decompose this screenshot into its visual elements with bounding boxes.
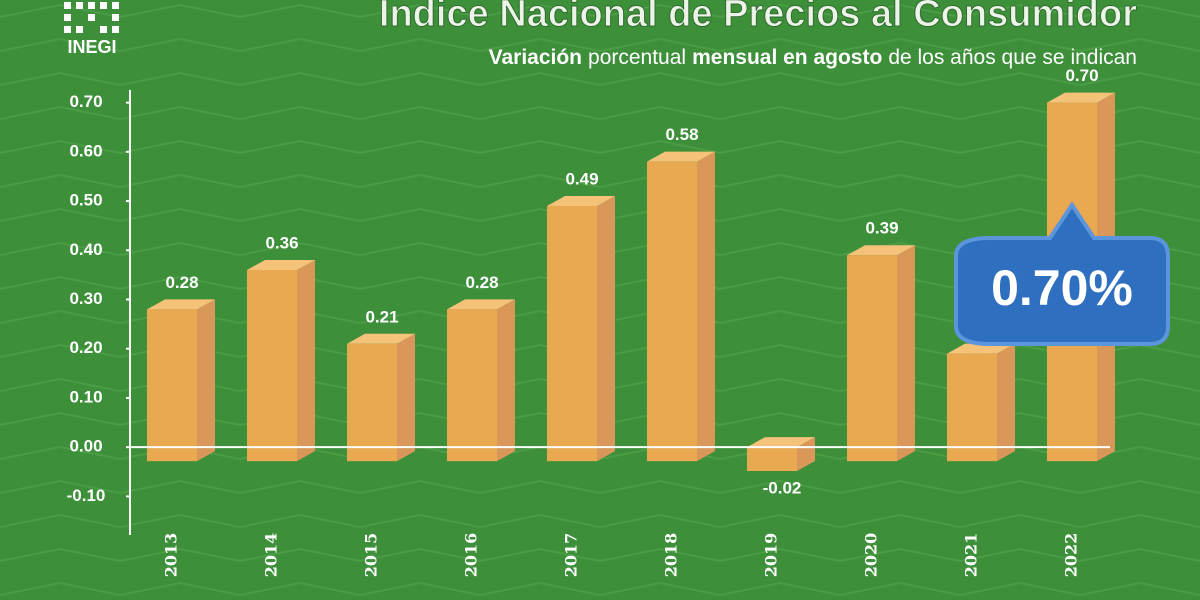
logo-grid [64, 2, 119, 33]
bar-top [1047, 92, 1115, 103]
bar-top [647, 151, 715, 162]
bar [147, 309, 197, 462]
subtitle-part: de los años que se indican [888, 46, 1137, 69]
y-tick-label: 0.40 [69, 240, 102, 259]
value-label: 0.49 [565, 169, 598, 188]
value-label: 0.70 [1065, 66, 1098, 85]
value-label: 0.58 [665, 125, 698, 144]
chart-title: Indice Nacional de Precios al Consumidor [379, 0, 1137, 35]
bar [447, 309, 497, 462]
value-label: 0.28 [465, 273, 498, 292]
bar-side [797, 437, 815, 472]
bar-side [597, 195, 615, 462]
bar-top [447, 299, 515, 310]
bar-top [947, 343, 1015, 354]
bar [547, 205, 597, 462]
x-tick-label: 2019 [762, 533, 781, 578]
x-tick-label: 2020 [862, 533, 881, 578]
bar-top [247, 259, 315, 270]
y-tick-label: 0.30 [69, 289, 102, 308]
x-tick-label: 2018 [662, 533, 681, 578]
y-tick-label: 0.00 [69, 437, 102, 456]
subtitle-part: Variación [489, 46, 582, 69]
y-tick-label: 0.70 [69, 92, 102, 111]
bar-side [697, 151, 715, 462]
bar-side [497, 299, 515, 462]
value-label: 0.28 [165, 273, 198, 292]
bar [747, 447, 797, 472]
x-tick-label: 2017 [562, 533, 581, 578]
bar [647, 161, 697, 462]
bar-top [747, 437, 815, 448]
y-tick-label: 0.60 [69, 141, 102, 160]
callout-text: 0.70% [991, 260, 1133, 316]
value-label: 0.36 [265, 233, 298, 252]
x-tick-label: 2015 [362, 533, 381, 578]
bar-side [997, 343, 1015, 462]
x-tick-label: 2022 [1062, 533, 1081, 578]
bar-top [147, 299, 215, 310]
bar [347, 343, 397, 462]
value-label: 0.21 [365, 307, 398, 326]
value-label: 0.39 [865, 219, 898, 238]
bar-side [297, 259, 315, 462]
bar [847, 255, 897, 462]
value-label: -0.02 [763, 478, 802, 497]
chart-subtitle: Variación porcentual mensual en agosto de l… [489, 46, 1137, 69]
bar-top [847, 245, 915, 256]
y-tick-label: 0.20 [69, 338, 102, 357]
bar-side [897, 245, 915, 462]
bar-side [197, 299, 215, 462]
bar [247, 269, 297, 462]
y-tick-label: -0.10 [67, 486, 106, 505]
subtitle-part: porcentual [588, 46, 686, 69]
bar-top [547, 195, 615, 206]
x-tick-label: 2014 [262, 533, 281, 578]
callout: 0.70% [954, 201, 1170, 346]
y-tick-label: 0.10 [69, 387, 102, 406]
x-tick-label: 2021 [962, 533, 981, 578]
bar [947, 353, 997, 462]
logo: INEGI [67, 37, 116, 57]
bar-top [347, 333, 415, 344]
y-tick-label: 0.50 [69, 191, 102, 210]
x-tick-label: 2013 [162, 533, 181, 578]
subtitle-part: mensual en agosto [692, 46, 882, 69]
x-tick-label: 2016 [462, 533, 481, 578]
bar-side [397, 333, 415, 462]
